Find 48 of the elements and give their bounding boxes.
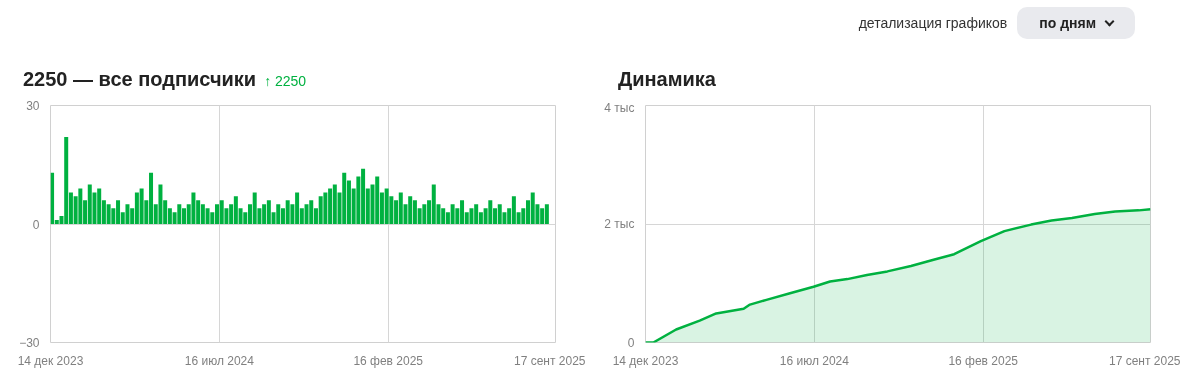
bar [398,192,403,224]
bar [375,176,380,224]
bar [497,204,502,224]
bar [285,200,290,224]
y-tick-label: 0 [627,335,635,350]
bar [191,192,196,224]
bar [530,192,535,224]
bar [384,188,389,224]
bar [323,192,328,224]
x-tick-label: 16 фев 2025 [948,353,1019,368]
x-tick-label: 16 июл 2024 [779,353,850,368]
bar [276,204,281,224]
x-tick-label: 16 фев 2025 [353,353,424,368]
bar [78,188,83,224]
y-tick-label: 4 тыс [604,100,635,115]
bar [177,204,182,224]
chart-subtitle: ↑ 2250 [264,73,307,89]
bar [544,204,549,224]
bar [205,208,210,224]
x-tick-label: 14 дек 2023 [17,353,84,368]
x-tick-label: 17 сент 2025 [1108,353,1181,368]
chart-title: 2250 — все подписчики [23,68,257,90]
bar [125,204,130,224]
bar [304,204,309,224]
bar [422,204,427,224]
y-tick-label: 30 [26,99,40,113]
bar [106,204,111,224]
text: по дням [1017,7,1135,39]
bar [87,184,92,224]
x-tick-label: 16 июл 2024 [184,353,255,368]
y-tick-label: 0 [32,217,40,232]
bar [431,184,436,224]
bar [158,184,163,224]
bar [469,208,474,224]
chart-title: Динамика [617,67,716,92]
y-tick-label: −30 [19,336,40,350]
text: детализация графиков [858,15,1008,31]
bar [318,196,323,224]
x-tick-label: 14 дек 2023 [612,353,679,368]
bar [342,172,347,224]
y-tick-label: 2 тыс [604,217,635,231]
bar [450,204,455,224]
bar [309,200,314,224]
bar [219,200,224,224]
x-tick-label: 17 сент 2025 [513,353,586,368]
bar [488,200,493,224]
bar [139,188,144,224]
bar [252,192,257,224]
